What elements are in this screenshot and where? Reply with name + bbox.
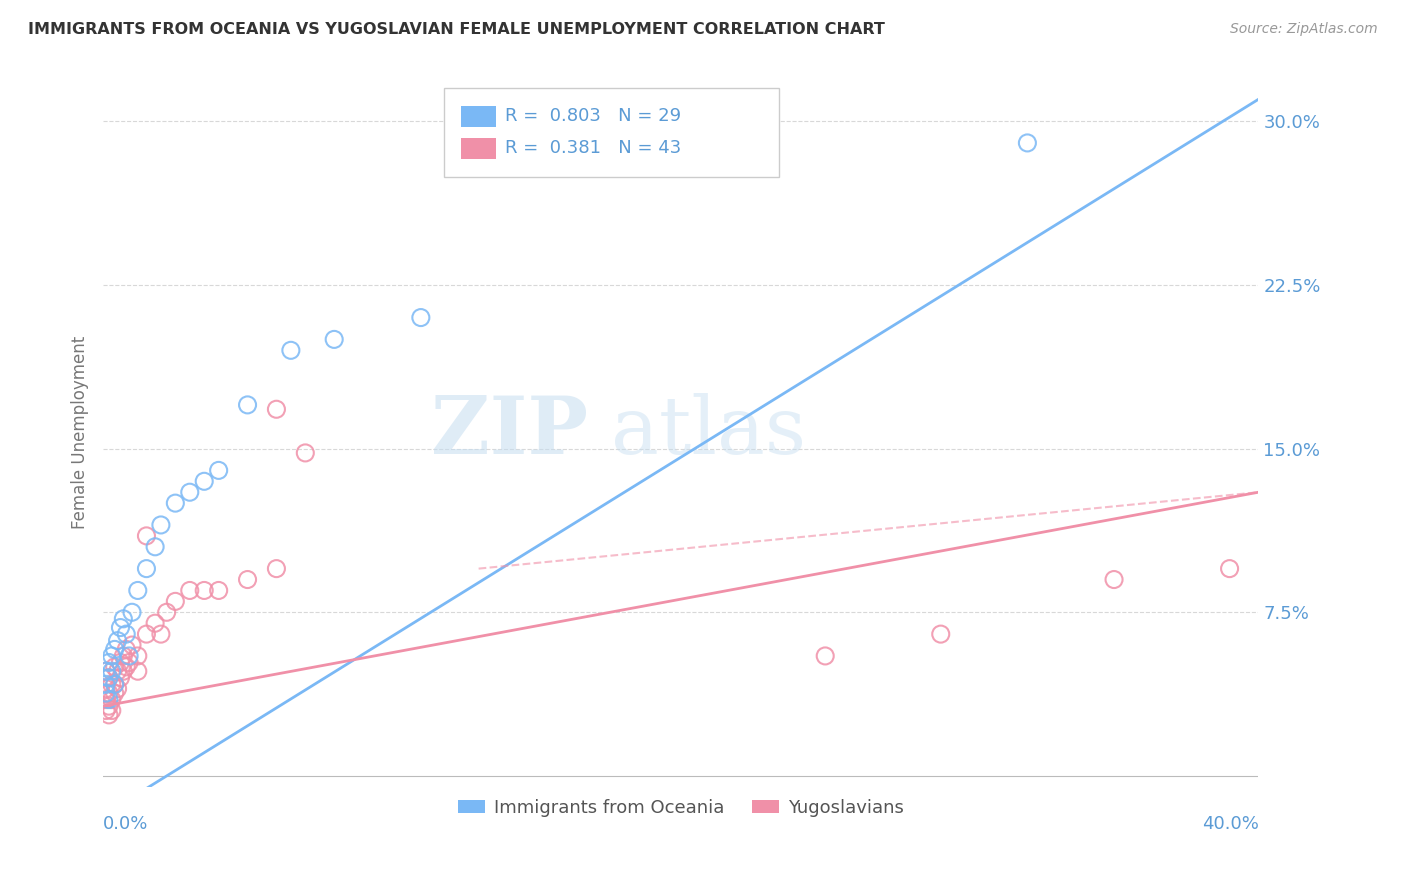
Point (97, 686, 120, 700)
Point (135, 529, 157, 543)
Text: R =  0.803   N = 29: R = 0.803 N = 29 (505, 107, 682, 126)
Text: R =  0.381   N = 43: R = 0.381 N = 43 (505, 139, 682, 157)
Point (1219, 561, 1241, 575)
Point (165, 496, 187, 510)
Text: atlas: atlas (612, 393, 807, 471)
Point (101, 648, 124, 663)
Point (104, 642, 127, 657)
Point (193, 475, 215, 489)
Point (107, 633, 129, 648)
Point (121, 605, 143, 619)
Point (208, 583, 231, 598)
Point (135, 627, 157, 641)
Point (94, 704, 117, 718)
Point (1102, 573, 1125, 587)
Point (143, 540, 166, 554)
Bar (461, 106, 496, 127)
Point (97, 699, 120, 714)
Point (107, 664, 129, 678)
Point (94, 664, 117, 678)
Point (280, 343, 302, 358)
Point (94, 692, 117, 706)
Point (121, 638, 143, 652)
Point (101, 704, 124, 718)
Point (104, 660, 127, 674)
Bar (461, 137, 496, 159)
Point (104, 686, 127, 700)
Point (118, 648, 141, 663)
Point (135, 561, 157, 575)
Point (94, 677, 117, 691)
FancyBboxPatch shape (444, 88, 779, 177)
Point (143, 616, 166, 631)
Text: ZIP: ZIP (432, 393, 588, 471)
Point (94, 686, 117, 700)
Point (294, 446, 316, 460)
Point (97, 707, 120, 722)
Point (112, 664, 135, 678)
Point (110, 621, 132, 635)
Point (101, 692, 124, 706)
Point (97, 671, 120, 685)
Point (97, 671, 120, 685)
Point (208, 463, 231, 477)
Point (1017, 136, 1039, 150)
Text: IMMIGRANTS FROM OCEANIA VS YUGOSLAVIAN FEMALE UNEMPLOYMENT CORRELATION CHART: IMMIGRANTS FROM OCEANIA VS YUGOSLAVIAN F… (28, 22, 884, 37)
Text: 40.0%: 40.0% (1202, 815, 1258, 833)
Point (112, 648, 135, 663)
Point (236, 573, 259, 587)
Point (104, 677, 127, 691)
Point (97, 656, 120, 670)
Legend: Immigrants from Oceania, Yugoslavians: Immigrants from Oceania, Yugoslavians (451, 791, 911, 824)
Point (110, 671, 132, 685)
Point (107, 681, 129, 696)
Text: 0.0%: 0.0% (103, 815, 149, 833)
Point (814, 648, 837, 663)
Y-axis label: Female Unemployment: Female Unemployment (72, 335, 89, 529)
Point (266, 402, 288, 417)
Point (236, 398, 259, 412)
Point (323, 332, 346, 346)
Point (149, 627, 172, 641)
Point (179, 583, 201, 598)
Point (149, 518, 172, 533)
Point (127, 648, 149, 663)
Point (115, 660, 138, 674)
Point (165, 594, 187, 608)
Point (193, 583, 215, 598)
Point (112, 612, 135, 626)
Point (118, 656, 141, 670)
Point (266, 561, 288, 575)
Point (115, 642, 138, 657)
Point (97, 692, 120, 706)
Text: Source: ZipAtlas.com: Source: ZipAtlas.com (1230, 22, 1378, 37)
Point (409, 310, 432, 325)
Point (101, 677, 124, 691)
Point (115, 627, 138, 641)
Point (101, 664, 124, 678)
Point (929, 627, 952, 641)
Point (104, 677, 127, 691)
Point (179, 485, 201, 500)
Point (94, 664, 117, 678)
Point (94, 681, 117, 696)
Point (156, 605, 179, 619)
Point (127, 664, 149, 678)
Point (110, 656, 132, 670)
Point (127, 583, 149, 598)
